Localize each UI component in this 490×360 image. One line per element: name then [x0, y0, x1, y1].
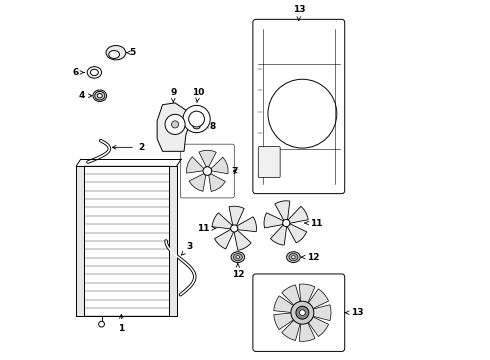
Polygon shape: [299, 289, 329, 315]
Ellipse shape: [91, 69, 98, 76]
Circle shape: [172, 121, 179, 128]
Polygon shape: [284, 221, 307, 243]
Text: 2: 2: [112, 143, 144, 152]
Bar: [169, 166, 177, 316]
Ellipse shape: [93, 90, 107, 102]
Polygon shape: [231, 217, 256, 232]
Text: 6: 6: [73, 68, 84, 77]
Polygon shape: [211, 157, 228, 174]
Ellipse shape: [289, 253, 298, 261]
Bar: [76, 166, 84, 316]
Ellipse shape: [287, 252, 300, 262]
FancyBboxPatch shape: [253, 274, 344, 351]
FancyBboxPatch shape: [253, 19, 344, 194]
Polygon shape: [233, 226, 251, 250]
Ellipse shape: [236, 256, 240, 258]
Ellipse shape: [87, 67, 101, 78]
Polygon shape: [274, 311, 306, 329]
Polygon shape: [299, 284, 315, 316]
Polygon shape: [215, 226, 236, 249]
Polygon shape: [274, 296, 306, 314]
Circle shape: [203, 167, 212, 175]
Ellipse shape: [190, 121, 203, 131]
Ellipse shape: [95, 91, 105, 100]
Polygon shape: [299, 309, 315, 341]
Polygon shape: [264, 213, 289, 228]
Ellipse shape: [97, 94, 102, 98]
Text: 4: 4: [78, 91, 92, 100]
Bar: [76, 166, 177, 316]
Text: 12: 12: [232, 264, 244, 279]
Text: 8: 8: [204, 122, 216, 131]
Text: 12: 12: [301, 253, 319, 262]
Circle shape: [165, 114, 185, 134]
Text: 13: 13: [345, 308, 363, 317]
Text: 3: 3: [181, 242, 193, 255]
Ellipse shape: [231, 252, 245, 262]
Text: 7: 7: [231, 167, 238, 176]
FancyBboxPatch shape: [258, 147, 280, 177]
Text: 1: 1: [118, 315, 124, 333]
Text: 9: 9: [170, 87, 176, 102]
Text: 5: 5: [126, 48, 135, 57]
Circle shape: [98, 321, 104, 327]
Circle shape: [283, 220, 290, 226]
Polygon shape: [299, 310, 329, 337]
Ellipse shape: [233, 253, 243, 261]
Polygon shape: [284, 206, 308, 224]
Polygon shape: [209, 174, 225, 192]
Text: 10: 10: [192, 87, 204, 102]
Text: 11: 11: [305, 219, 323, 228]
Circle shape: [183, 105, 210, 133]
Polygon shape: [189, 174, 206, 192]
Circle shape: [291, 301, 314, 324]
Polygon shape: [212, 213, 237, 230]
Ellipse shape: [109, 50, 120, 58]
Polygon shape: [275, 201, 290, 226]
Circle shape: [189, 111, 204, 127]
Circle shape: [299, 310, 305, 316]
Polygon shape: [187, 157, 204, 173]
Polygon shape: [282, 310, 304, 341]
Polygon shape: [229, 206, 244, 231]
Polygon shape: [282, 285, 304, 316]
Polygon shape: [299, 305, 331, 321]
Ellipse shape: [106, 45, 126, 60]
Circle shape: [231, 225, 238, 232]
Polygon shape: [270, 220, 288, 245]
Ellipse shape: [292, 256, 295, 258]
Text: 13: 13: [293, 5, 305, 20]
Circle shape: [296, 306, 309, 319]
Text: 11: 11: [197, 224, 216, 233]
Polygon shape: [199, 150, 216, 167]
Ellipse shape: [193, 123, 200, 129]
Polygon shape: [157, 103, 190, 151]
